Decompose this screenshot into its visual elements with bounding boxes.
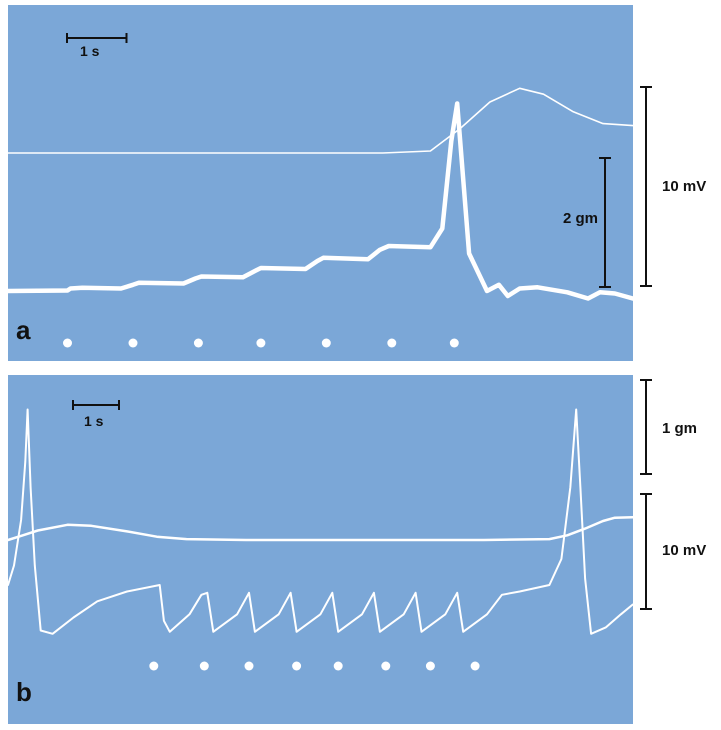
trace-tension — [5, 101, 636, 301]
stimulus-marker-7 — [449, 338, 459, 348]
panel-b-voltage-scale-bar — [640, 493, 652, 610]
stimulus-marker-2 — [199, 661, 209, 671]
stimulus-marker-6 — [381, 661, 391, 671]
panel-a-time-scale-label: 1 s — [80, 43, 100, 59]
panel-b-tension-scale-bar — [640, 379, 652, 475]
panel-a-voltage-scale-label: 10 mV — [662, 178, 707, 195]
stimulus-marker-1 — [63, 338, 72, 348]
stimulus-marker-8 — [470, 661, 480, 671]
stimulus-marker-2 — [128, 338, 138, 348]
panel-b-voltage-scale-label: 10 mV — [662, 542, 707, 559]
panel-a-recording: a 1 s — [5, 5, 636, 361]
panel-a-plot — [5, 33, 636, 348]
trace-membrane-potential — [6, 515, 635, 542]
stimulus-marker-4 — [256, 338, 266, 348]
panel-a-tension-scale-bar — [599, 157, 611, 288]
stimulus-marker-3 — [193, 338, 203, 348]
stimulus-marker-5 — [333, 661, 343, 671]
stimulus-marker-5 — [321, 338, 331, 348]
stimulus-marker-4 — [292, 661, 302, 671]
stimulus-marker-1 — [149, 661, 159, 671]
trace-tension — [7, 408, 634, 635]
panel-b-time-scale-label: 1 s — [84, 413, 104, 429]
time-scale-bar — [72, 400, 120, 410]
panel-a-letter: a — [16, 315, 31, 345]
time-scale-bar — [66, 33, 128, 43]
stimulus-marker-7 — [425, 661, 435, 671]
stimulus-marker-3 — [244, 661, 254, 671]
trace-membrane-potential — [7, 87, 634, 154]
panel-b-letter: b — [16, 677, 32, 707]
panel-b-recording: b 1 s — [6, 375, 635, 724]
panel-a-voltage-scale-bar — [640, 86, 652, 287]
panel-a-tension-scale-label: 2 gm — [563, 210, 599, 227]
stimulus-marker-6 — [387, 338, 397, 348]
panel-b-plot — [6, 400, 635, 671]
panel-b-tension-scale-label: 1 gm — [662, 420, 698, 437]
